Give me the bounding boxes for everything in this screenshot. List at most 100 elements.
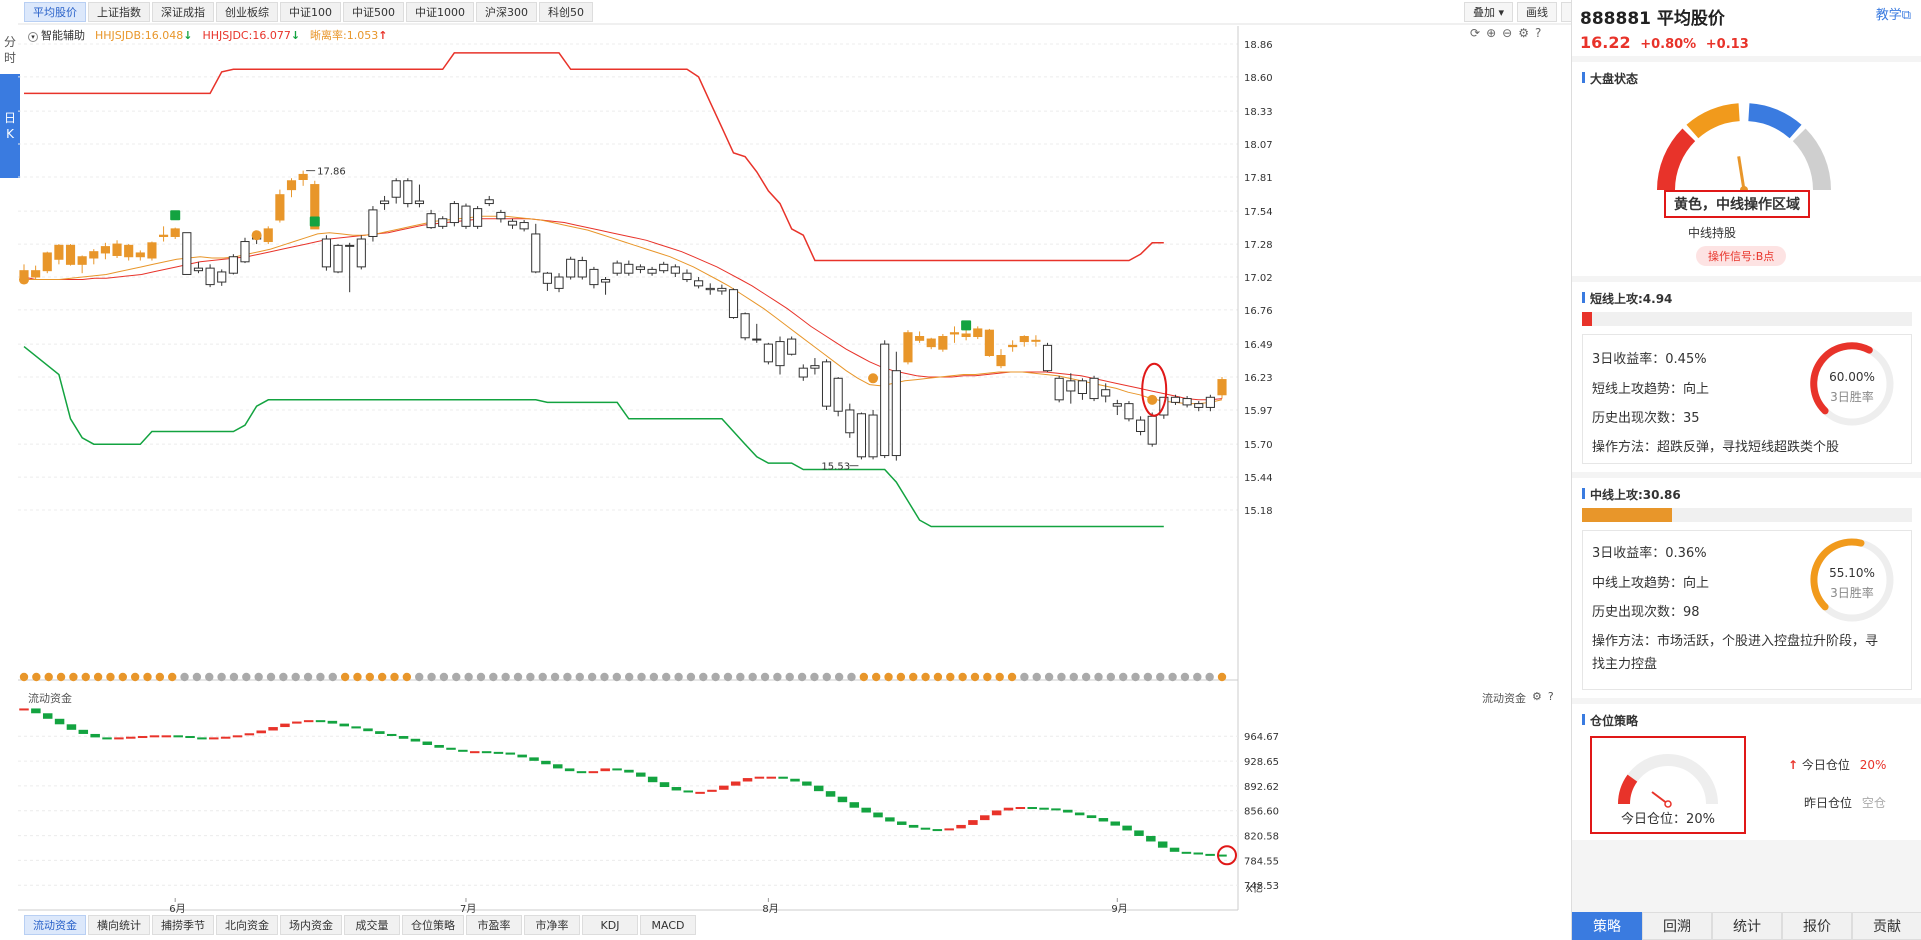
- signal-dot: [32, 672, 41, 682]
- index-tab[interactable]: 沪深300: [476, 2, 537, 22]
- index-tab[interactable]: 创业板综: [216, 2, 278, 22]
- signal-dot: [452, 672, 461, 682]
- candle-body: [77, 256, 87, 265]
- indicator-tab[interactable]: 捕捞季节: [152, 915, 214, 935]
- sell-signal-shape: [170, 210, 181, 221]
- candle: [542, 271, 552, 291]
- indicator-tab[interactable]: 市净率: [524, 915, 580, 935]
- upper-band-line: [24, 52, 1164, 262]
- candle: [426, 209, 436, 229]
- indicator-tab[interactable]: 成交量: [344, 915, 400, 935]
- signal-dot: [303, 672, 313, 682]
- capital-bar: [1217, 854, 1227, 857]
- candle: [845, 403, 855, 438]
- panel-tab[interactable]: 回溯: [1642, 912, 1712, 940]
- index-tab[interactable]: 上证指数: [88, 2, 150, 22]
- signal-dot: [106, 672, 115, 682]
- capital-tick-label: 856.60: [1244, 807, 1279, 818]
- capital-bar: [683, 790, 693, 793]
- candle: [589, 266, 599, 289]
- indicator-tab[interactable]: KDJ: [582, 915, 638, 935]
- zoom-in-icon[interactable]: ⊕: [1486, 26, 1497, 40]
- mid-attack-bar: [1582, 508, 1912, 522]
- capital-bar: [920, 827, 931, 830]
- buy-signal-icon: [868, 373, 879, 384]
- candle-body: [298, 173, 308, 180]
- candle: [368, 206, 378, 242]
- teach-link[interactable]: 教学⧉: [1876, 4, 1911, 23]
- signal-dot: [130, 672, 140, 682]
- candle-body: [1019, 336, 1029, 343]
- legend-text: HHJSJDC:16.077: [202, 28, 291, 42]
- collapse-icon: ▾: [28, 32, 38, 42]
- candle-body: [391, 180, 401, 198]
- candle-body: [949, 332, 960, 335]
- capital-bar: [244, 733, 255, 736]
- indicator-tab[interactable]: 流动资金: [24, 915, 86, 935]
- indicator-tab[interactable]: 横向统计: [88, 915, 150, 935]
- market-gauge-arcs: [1656, 103, 1832, 194]
- tab-daily-k[interactable]: 日 K: [0, 74, 20, 178]
- signal-dot: [587, 672, 597, 682]
- mid-winrate-ring: [1810, 538, 1894, 622]
- signal-dot: [674, 672, 683, 682]
- card-title: 中线上攻:30.86: [1572, 478, 1921, 509]
- candle: [54, 244, 64, 265]
- candle-body: [286, 180, 297, 191]
- capital-bar: [149, 735, 160, 738]
- signal-dot: [69, 672, 78, 682]
- capital-tick-label: 820.58: [1244, 832, 1279, 843]
- panel-tab[interactable]: 策略: [1572, 912, 1642, 940]
- zoom-out-icon[interactable]: ⊖: [1502, 26, 1513, 40]
- signal-dot: [229, 672, 239, 682]
- candle-body: [147, 242, 157, 259]
- candle: [147, 241, 157, 261]
- help-icon[interactable]: ?: [1534, 26, 1542, 40]
- candle: [903, 330, 913, 365]
- yesterday-position-text: 昨日仓位: [1804, 796, 1853, 810]
- candle: [554, 273, 564, 293]
- overlay-dropdown[interactable]: 叠加 ▾: [1464, 2, 1514, 22]
- settings-icon[interactable]: ⚙: [1532, 690, 1542, 703]
- signal-dot: [637, 672, 646, 682]
- panel-tab[interactable]: 贡献: [1852, 912, 1921, 940]
- candle: [1182, 396, 1192, 408]
- help-icon[interactable]: ?: [1547, 690, 1554, 703]
- indicator-tab[interactable]: 市盈率: [466, 915, 522, 935]
- market-gauge: [1656, 103, 1832, 194]
- panel-tab[interactable]: 报价: [1782, 912, 1852, 940]
- capital-bar: [1134, 830, 1144, 836]
- candle-body: [624, 263, 634, 274]
- indicator-tab[interactable]: 北向资金: [216, 915, 278, 935]
- legend-item: HHJSJDC:16.077↓: [202, 29, 300, 42]
- capital-bar: [1193, 852, 1204, 855]
- candle-body: [728, 289, 739, 319]
- indicator-tab[interactable]: 仓位策略: [402, 915, 464, 935]
- mid-winrate-value: 55.10%: [1829, 566, 1875, 580]
- candle-body: [635, 266, 646, 270]
- indicator-tab[interactable]: MACD: [640, 915, 696, 935]
- panel-tab[interactable]: 统计: [1712, 912, 1782, 940]
- signal-dot: [736, 672, 745, 682]
- indicator-tab[interactable]: 场内资金: [280, 915, 342, 935]
- index-tab[interactable]: 科创50: [539, 2, 593, 22]
- refresh-icon[interactable]: ⟳: [1470, 26, 1481, 40]
- index-tab[interactable]: 中证100: [280, 2, 341, 22]
- capital-bar: [944, 828, 954, 831]
- tab-intraday[interactable]: 分 时: [3, 35, 16, 65]
- capital-bar: [908, 824, 919, 828]
- assist-toggle[interactable]: ▾ 智能辅助: [28, 27, 85, 43]
- settings-icon[interactable]: ⚙: [1518, 26, 1529, 40]
- indicator-tab-bar: 流动资金 横向统计 捕捞季节 北向资金 场内资金 成交量 仓位策略 市盈率 市净…: [24, 915, 696, 935]
- draw-line-button[interactable]: 画线: [1517, 2, 1558, 22]
- legend-item: 晰离率:1.053↑: [310, 27, 387, 43]
- candle: [694, 277, 704, 289]
- signal-dot: [686, 672, 696, 682]
- signal-dot: [279, 672, 288, 682]
- index-tab[interactable]: 深证成指: [152, 2, 214, 22]
- kline-chart[interactable]: 18.86 18.60 18.33 18.07 17.81 17.54 17.28 17.02…: [0, 0, 1571, 940]
- index-tab[interactable]: 平均股价: [24, 2, 86, 22]
- candle: [1077, 378, 1087, 400]
- index-tab[interactable]: 中证1000: [406, 2, 474, 22]
- index-tab[interactable]: 中证500: [343, 2, 404, 22]
